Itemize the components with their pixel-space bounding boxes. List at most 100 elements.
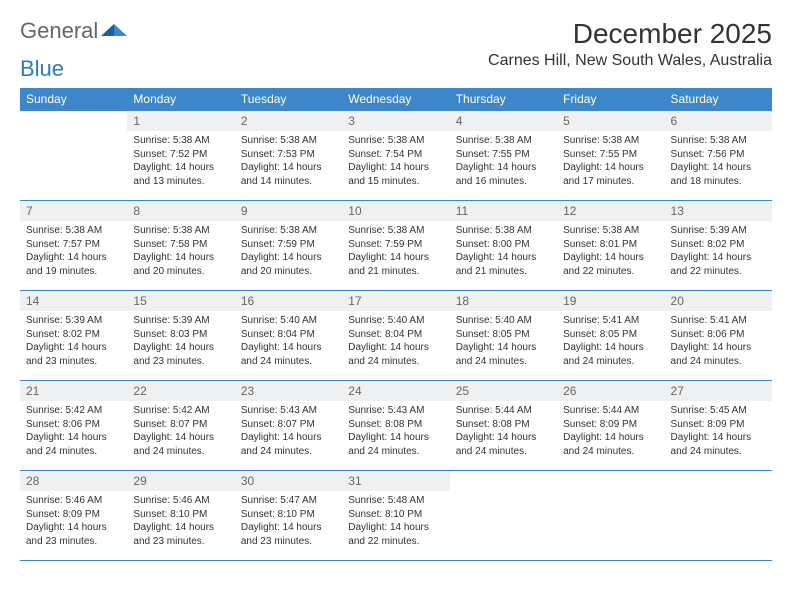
page: General December 2025 Carnes Hill, New S… <box>0 0 792 579</box>
day-number: 6 <box>665 111 772 131</box>
day-cell: 28Sunrise: 5:46 AMSunset: 8:09 PMDayligh… <box>20 471 127 561</box>
day-cell: 10Sunrise: 5:38 AMSunset: 7:59 PMDayligh… <box>342 201 449 291</box>
sunset-text: Sunset: 8:07 PM <box>241 418 336 432</box>
day-number: 4 <box>450 111 557 131</box>
sunrise-text: Sunrise: 5:38 AM <box>563 224 658 238</box>
daylight-text: Daylight: 14 hours and 21 minutes. <box>348 251 443 278</box>
sunrise-text: Sunrise: 5:44 AM <box>563 404 658 418</box>
sunrise-text: Sunrise: 5:46 AM <box>26 494 121 508</box>
sunrise-text: Sunrise: 5:38 AM <box>348 224 443 238</box>
day-cell: 12 Sunrise: 5:38 AMSunset: 8:01 PMDayligh… <box>557 201 664 291</box>
day-number: 1 <box>127 111 234 131</box>
day-cell: 2Sunrise: 5:38 AMSunset: 7:53 PMDaylight… <box>235 111 342 201</box>
daylight-text: Daylight: 14 hours and 19 minutes. <box>26 251 121 278</box>
sunrise-text: Sunrise: 5:38 AM <box>456 224 551 238</box>
sunset-text: Sunset: 7:54 PM <box>348 148 443 162</box>
sunset-text: Sunset: 8:09 PM <box>671 418 766 432</box>
daylight-text: Daylight: 14 hours and 24 minutes. <box>563 341 658 368</box>
weekday-header: Saturday <box>665 88 772 111</box>
daylight-text: Daylight: 14 hours and 18 minutes. <box>671 161 766 188</box>
day-cell: 25Sunrise: 5:44 AMSunset: 8:08 PMDayligh… <box>450 381 557 471</box>
sunrise-text: Sunrise: 5:42 AM <box>133 404 228 418</box>
sunset-text: Sunset: 8:02 PM <box>26 328 121 342</box>
sunset-text: Sunset: 8:06 PM <box>671 328 766 342</box>
daylight-text: Daylight: 14 hours and 22 minutes. <box>348 521 443 548</box>
day-number: 14 <box>20 291 127 311</box>
logo-icon <box>101 18 127 44</box>
daylight-text: Daylight: 14 hours and 20 minutes. <box>241 251 336 278</box>
day-number: 21 <box>20 381 127 401</box>
day-cell: 1Sunrise: 5:38 AMSunset: 7:52 PMDaylight… <box>127 111 234 201</box>
daylight-text: Daylight: 14 hours and 24 minutes. <box>241 431 336 458</box>
daylight-text: Daylight: 14 hours and 24 minutes. <box>241 341 336 368</box>
day-number: 9 <box>235 201 342 221</box>
day-number: 28 <box>20 471 127 491</box>
sunset-text: Sunset: 8:03 PM <box>133 328 228 342</box>
sunrise-text: Sunrise: 5:41 AM <box>563 314 658 328</box>
brand-logo: General <box>20 18 127 44</box>
brand-part1: General <box>20 18 98 44</box>
sunset-text: Sunset: 7:52 PM <box>133 148 228 162</box>
weekday-header: Sunday <box>20 88 127 111</box>
day-number: 11 <box>450 201 557 221</box>
day-cell: 16Sunrise: 5:40 AMSunset: 8:04 PMDayligh… <box>235 291 342 381</box>
daylight-text: Daylight: 14 hours and 24 minutes. <box>26 431 121 458</box>
day-cell <box>665 471 772 561</box>
day-cell: 8Sunrise: 5:38 AMSunset: 7:58 PMDaylight… <box>127 201 234 291</box>
sunrise-text: Sunrise: 5:38 AM <box>671 134 766 148</box>
daylight-text: Daylight: 14 hours and 24 minutes. <box>671 431 766 458</box>
day-number: 15 <box>127 291 234 311</box>
sunset-text: Sunset: 8:05 PM <box>456 328 551 342</box>
daylight-text: Daylight: 14 hours and 24 minutes. <box>133 431 228 458</box>
day-cell: 4Sunrise: 5:38 AMSunset: 7:55 PMDaylight… <box>450 111 557 201</box>
sunset-text: Sunset: 8:09 PM <box>26 508 121 522</box>
sunrise-text: Sunrise: 5:38 AM <box>456 134 551 148</box>
sunrise-text: Sunrise: 5:38 AM <box>133 224 228 238</box>
day-cell: 9Sunrise: 5:38 AMSunset: 7:59 PMDaylight… <box>235 201 342 291</box>
sunset-text: Sunset: 8:01 PM <box>563 238 658 252</box>
daylight-text: Daylight: 14 hours and 23 minutes. <box>241 521 336 548</box>
page-title: December 2025 <box>488 18 772 50</box>
weekday-header: Wednesday <box>342 88 449 111</box>
daylight-text: Daylight: 14 hours and 23 minutes. <box>26 341 121 368</box>
calendar-body: 1 Sunrise: 5:38 AM Sunset: 7:52 PM Daylight… <box>20 111 772 561</box>
day-number: 16 <box>235 291 342 311</box>
day-cell: 30Sunrise: 5:47 AMSunset: 8:10 PMDayligh… <box>235 471 342 561</box>
day-number: 12 <box>557 201 664 221</box>
day-cell: 5Sunrise: 5:38 AMSunset: 7:55 PMDaylight… <box>557 111 664 201</box>
sunset-text: Sunset: 7:59 PM <box>241 238 336 252</box>
day-number: 26 <box>557 381 664 401</box>
sunrise-text: Sunrise: 5:41 AM <box>671 314 766 328</box>
sunrise-text: Sunrise: 5:43 AM <box>241 404 336 418</box>
sunrise-text: Sunrise: 5:40 AM <box>241 314 336 328</box>
daylight-text: Daylight: 14 hours and 22 minutes. <box>563 251 658 278</box>
day-cell: 18Sunrise: 5:40 AMSunset: 8:05 PMDayligh… <box>450 291 557 381</box>
day-cell: 20Sunrise: 5:41 AMSunset: 8:06 PMDayligh… <box>665 291 772 381</box>
sunset-text: Sunset: 8:08 PM <box>348 418 443 432</box>
sunrise-text: Sunrise: 5:40 AM <box>348 314 443 328</box>
day-cell: 6 Sunrise: 5:38 AMSunset: 7:56 PMDaylight… <box>665 111 772 201</box>
weekday-header: Thursday <box>450 88 557 111</box>
daylight-text: Daylight: 14 hours and 24 minutes. <box>456 341 551 368</box>
sunrise-text: Sunrise: 5:48 AM <box>348 494 443 508</box>
sunset-text: Sunset: 7:56 PM <box>671 148 766 162</box>
sunrise-text: Sunrise: 5:39 AM <box>26 314 121 328</box>
day-number: 7 <box>20 201 127 221</box>
day-number: 17 <box>342 291 449 311</box>
day-cell: 27Sunrise: 5:45 AMSunset: 8:09 PMDayligh… <box>665 381 772 471</box>
day-number: 10 <box>342 201 449 221</box>
sunset-text: Sunset: 8:10 PM <box>348 508 443 522</box>
day-number: 24 <box>342 381 449 401</box>
day-number: 18 <box>450 291 557 311</box>
weekday-header: Friday <box>557 88 664 111</box>
daylight-text: Daylight: 14 hours and 24 minutes. <box>671 341 766 368</box>
table-row: 1 Sunrise: 5:38 AM Sunset: 7:52 PM Daylight… <box>20 111 772 201</box>
day-cell <box>450 471 557 561</box>
daylight-text: Daylight: 14 hours and 16 minutes. <box>456 161 551 188</box>
day-number: 3 <box>342 111 449 131</box>
sunset-text: Sunset: 7:57 PM <box>26 238 121 252</box>
day-cell: 13Sunrise: 5:39 AMSunset: 8:02 PMDayligh… <box>665 201 772 291</box>
sunset-text: Sunset: 8:04 PM <box>348 328 443 342</box>
sunset-text: Sunset: 7:58 PM <box>133 238 228 252</box>
day-cell: 24Sunrise: 5:43 AMSunset: 8:08 PMDayligh… <box>342 381 449 471</box>
